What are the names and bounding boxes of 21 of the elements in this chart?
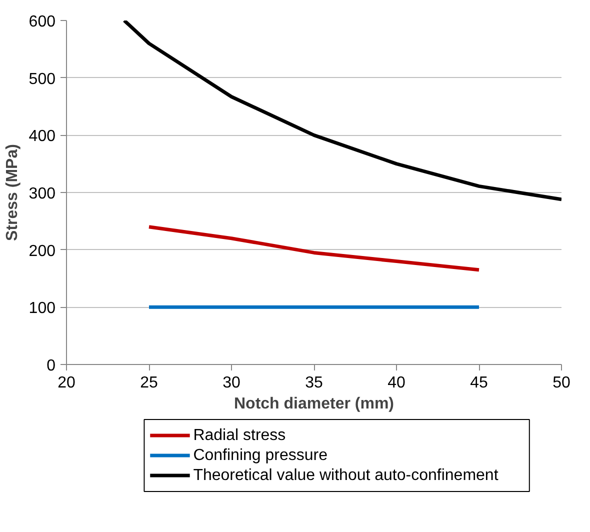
legend-label: Radial stress — [193, 427, 286, 444]
x-tick-label: 25 — [140, 374, 158, 392]
legend-label: Confining pressure — [193, 447, 328, 464]
x-axis-title: Notch diameter (mm) — [234, 396, 394, 412]
legend-label: Theoretical value without auto-confinement — [193, 467, 499, 484]
y-tick-label: 100 — [28, 300, 56, 318]
x-tick-label: 30 — [222, 374, 240, 392]
x-tick-label: 20 — [58, 374, 76, 392]
y-tick-label: 400 — [28, 128, 56, 146]
y-tick-label: 0 — [46, 358, 56, 374]
y-tick-label: 600 — [28, 14, 56, 30]
y-tick-label: 500 — [28, 70, 56, 88]
x-tick-label: 50 — [552, 374, 570, 392]
x-tick-label: 45 — [470, 374, 488, 392]
y-tick-label: 300 — [28, 186, 56, 202]
x-tick-label: 35 — [305, 374, 323, 392]
line-series — [147, 225, 481, 272]
line-series — [122, 20, 562, 202]
x-tick-label: 40 — [388, 374, 406, 392]
y-axis-title: Stress (MPa) — [4, 144, 21, 241]
y-tick-label: 200 — [28, 242, 56, 260]
